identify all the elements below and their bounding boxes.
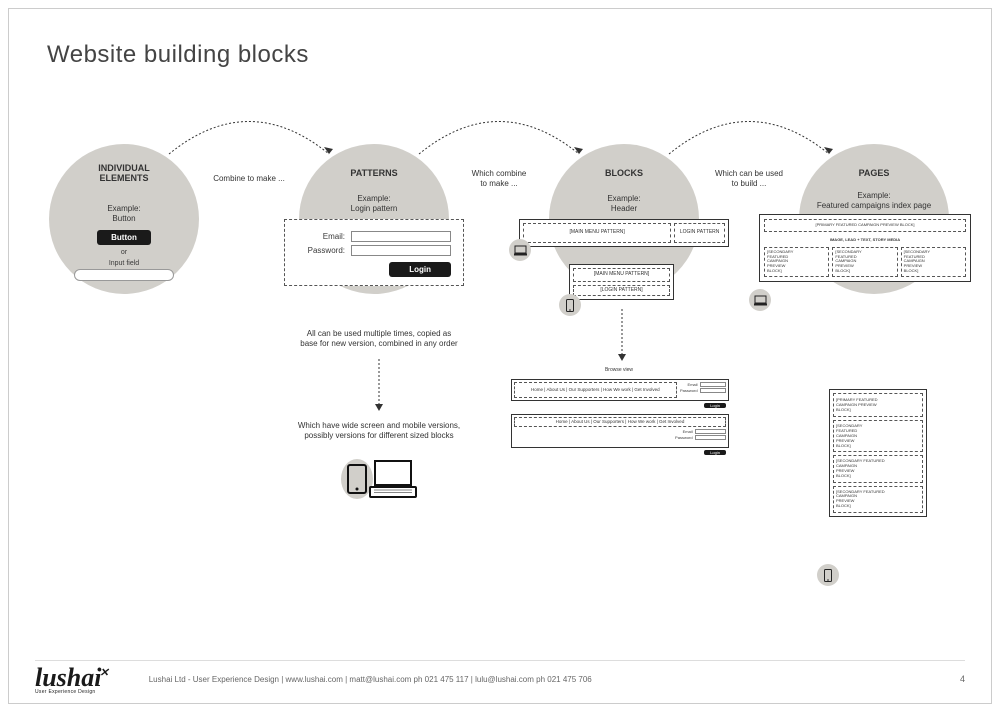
devices-cluster: [341, 451, 417, 501]
label-blocks: BLOCKS: [549, 169, 699, 179]
note-responsive: Which have wide screen and mobile versio…: [289, 421, 469, 442]
example-button: Button: [97, 230, 151, 245]
example-pages: Example:Featured campaigns index page: [799, 191, 949, 212]
browse-label: Browse view: [569, 367, 669, 374]
down-arrow-notes: [374, 359, 384, 414]
laptop-icon: [369, 459, 417, 499]
desktop-icon-1: [509, 239, 531, 261]
desktop-icon-2: [749, 289, 771, 311]
phone-icon-2: [817, 564, 839, 586]
connector-text-1: Combine to make ...: [204, 174, 294, 184]
phone-icon-1: [559, 294, 581, 316]
login-button: Login: [389, 262, 451, 277]
password-label: Password:: [297, 246, 345, 255]
arc-3: [659, 104, 839, 164]
header-wide-menu: [MAIN MENU PATTERN]: [523, 223, 671, 243]
password-field: [351, 245, 451, 256]
pp-wide-sec-1: [SECONDARYFEATUREDCAMPAIGNPREVIEWBLOCK]: [764, 247, 829, 277]
example-input: [74, 269, 174, 281]
pp-mob-sec-1: [SECONDARYFEATUREDCAMPAIGNPREVIEWBLOCK]: [833, 420, 923, 452]
email-label: Email:: [297, 232, 345, 241]
header-mobile: [MAIN MENU PATTERN] [LOGIN PATTERN]: [569, 264, 674, 300]
connector-text-3: Which can be usedto build ...: [704, 169, 794, 188]
pp-mob-sec-3: [SECONDARY FEATUREDCAMPAIGNPREVIEWBLOCK]: [833, 486, 923, 513]
label-elements: INDIVIDUALELEMENTS: [49, 164, 199, 184]
login-email-row: Email:: [297, 231, 451, 242]
example-patterns: Example:Login pattern: [299, 194, 449, 215]
pp-mob-primary: [PRIMARY FEATUREDCAMPAIGN PREVIEWBLOCK]: [833, 393, 923, 417]
pp-wide-sec-2: [SECONDARYFEATUREDCAMPAIGNPREVIEWBLOCK]: [832, 247, 897, 277]
footer-text: Lushai Ltd - User Experience Design | ww…: [149, 675, 592, 684]
login-pattern-box: Email: Password: Login: [284, 219, 464, 286]
arc-1: [159, 104, 339, 164]
pp-wide-primary: [PRIMARY FEATURED CAMPAIGN PREVIEW BLOCK…: [764, 219, 966, 232]
page-title: Website building blocks: [47, 41, 309, 69]
page-number: 4: [960, 674, 965, 684]
input-field-label: Input field: [49, 260, 199, 267]
nav-example-1: Home | About Us | Our Supporters | How W…: [511, 379, 729, 401]
logo: lushai✕ User Experience Design: [35, 663, 109, 695]
login-button-row: Login: [297, 262, 451, 277]
slide-page: Website building blocks INDIVIDUALELEMEN…: [8, 8, 992, 704]
nav-items-2: Home | About Us | Our Supporters | How W…: [514, 417, 726, 427]
nav-items-1: Home | About Us | Our Supporters | How W…: [514, 382, 677, 398]
down-arrow-blocks: [617, 309, 627, 364]
connector-text-2: Which combineto make ...: [454, 169, 544, 188]
header-mobile-menu: [MAIN MENU PATTERN]: [573, 268, 670, 282]
elements-examples: Button or Input field: [49, 227, 199, 286]
header-mobile-login: [LOGIN PATTERN]: [573, 285, 670, 296]
label-pages: PAGES: [799, 169, 949, 179]
footer: lushai✕ User Experience Design Lushai Lt…: [35, 663, 965, 695]
note-multiuse: All can be used multiple times, copied a…: [289, 329, 469, 350]
header-wide-login: LOGIN PATTERN: [674, 223, 725, 243]
arc-2: [409, 104, 589, 164]
page-preview-wide: [PRIMARY FEATURED CAMPAIGN PREVIEW BLOCK…: [759, 214, 971, 282]
or-label: or: [49, 249, 199, 256]
email-field: [351, 231, 451, 242]
login-password-row: Password:: [297, 245, 451, 256]
pp-wide-sec-3: [SECONDARYFEATUREDCAMPAIGNPREVIEWBLOCK]: [901, 247, 966, 277]
pp-mob-sec-2: [SECONDARY FEATUREDCAMPAIGNPREVIEWBLOCK]: [833, 455, 923, 482]
page-preview-mobile: [PRIMARY FEATUREDCAMPAIGN PREVIEWBLOCK] …: [829, 389, 927, 517]
label-patterns: PATTERNS: [299, 169, 449, 179]
example-blocks: Example:Header: [549, 194, 699, 215]
example-elements: Example:Button: [49, 204, 199, 225]
nav-example-2: Home | About Us | Our Supporters | How W…: [511, 414, 729, 448]
header-wide: [MAIN MENU PATTERN] LOGIN PATTERN: [519, 219, 729, 247]
phone-icon: [347, 464, 367, 494]
pp-wide-mid: IMAGE, LEAD + TEXT, STORY MEDIA: [764, 232, 966, 247]
